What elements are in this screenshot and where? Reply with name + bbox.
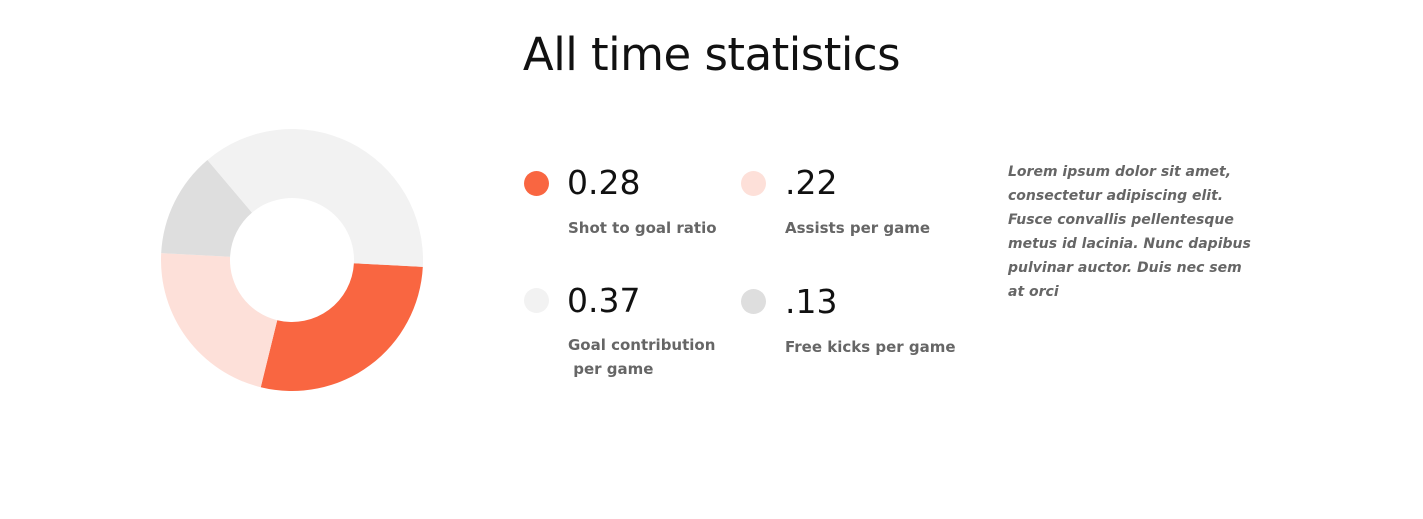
description-text: Lorem ipsum dolor sit amet, consectetur … — [1008, 164, 1251, 300]
donut-slice-0 — [260, 263, 423, 391]
stat-value: 0.37 — [567, 281, 641, 320]
stat-label: Assists per game — [785, 219, 931, 237]
donut-slice-2 — [161, 159, 252, 257]
donut-slice-1 — [160, 253, 278, 388]
legend-dot-goal-contribution — [524, 288, 549, 313]
legend-dot-assists — [741, 171, 766, 196]
stat-value: 0.28 — [567, 163, 641, 202]
donut-slice-3 — [207, 128, 423, 267]
stat-value: .13 — [785, 282, 838, 321]
stat-value: .22 — [785, 163, 838, 202]
legend-dot-free-kicks — [741, 289, 766, 314]
legend-dot-shot-to-goal — [524, 171, 549, 196]
donut-chart — [160, 128, 423, 391]
stat-label: Shot to goal ratio — [568, 219, 717, 237]
page-title: All time statistics — [522, 28, 901, 81]
stat-label: Goal contribution per game — [568, 336, 716, 378]
stat-label: Free kicks per game — [785, 338, 956, 356]
